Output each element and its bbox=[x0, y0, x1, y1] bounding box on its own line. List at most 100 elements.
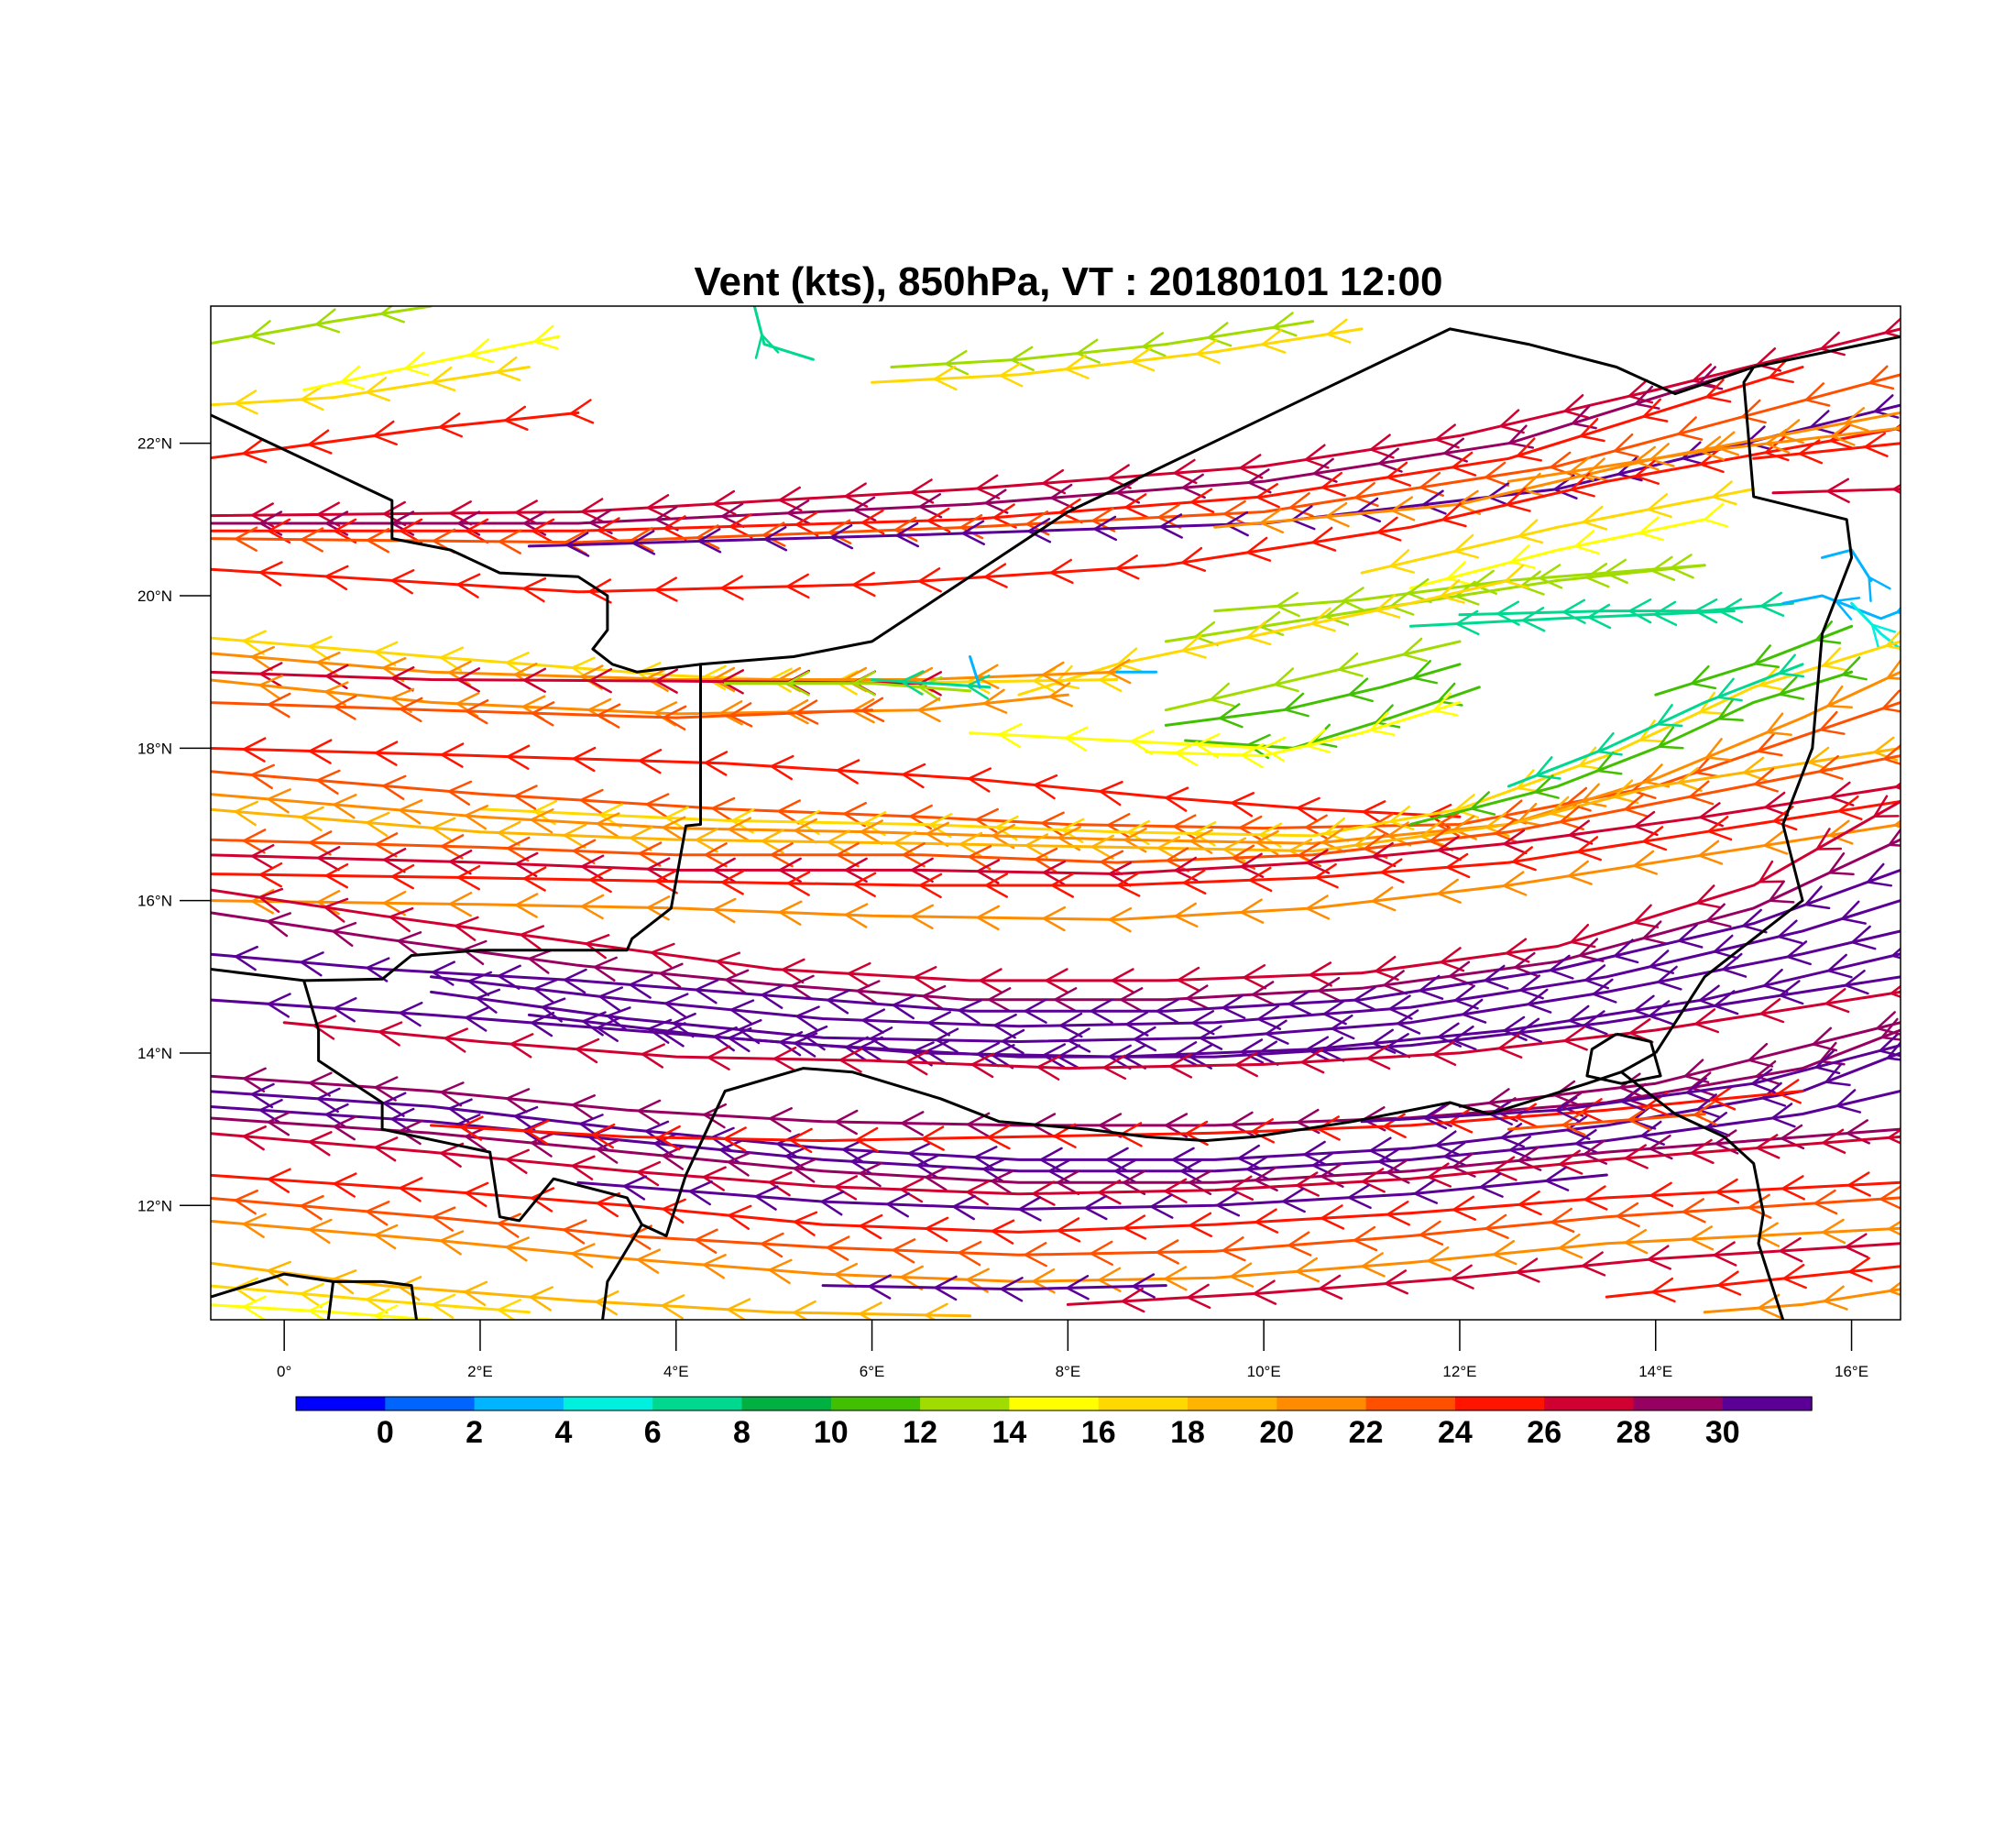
wind-barb bbox=[778, 486, 801, 501]
lon-tick-label: 0° bbox=[277, 1363, 291, 1380]
wind-barb bbox=[1296, 796, 1320, 809]
wind-barb bbox=[1076, 352, 1101, 364]
wind-barb bbox=[571, 1243, 596, 1255]
wind-barb bbox=[1166, 847, 1189, 862]
wind-barb bbox=[333, 518, 357, 532]
wind-barb bbox=[596, 1016, 620, 1029]
wind-barb bbox=[1185, 1120, 1209, 1136]
wind-barb bbox=[654, 679, 678, 694]
wind-barb bbox=[1722, 968, 1748, 978]
wind-barb bbox=[925, 1049, 948, 1066]
wind-barb bbox=[1287, 1231, 1310, 1247]
wind-barb bbox=[1239, 454, 1262, 469]
wind-barb bbox=[258, 895, 280, 914]
wind-barb bbox=[1179, 1169, 1204, 1184]
wind-barb bbox=[1649, 1194, 1674, 1207]
wind-barb bbox=[1777, 1092, 1802, 1104]
wind-barb bbox=[1888, 843, 1901, 847]
streamline bbox=[211, 306, 433, 346]
wind-barb bbox=[399, 1177, 423, 1190]
wind-barb bbox=[1583, 1139, 1605, 1156]
streamline bbox=[1066, 1242, 1901, 1306]
wind-barb bbox=[1032, 679, 1057, 694]
wind-barb bbox=[1826, 477, 1850, 493]
wind-barb bbox=[531, 701, 555, 715]
lon-tick-label: 2°E bbox=[467, 1363, 493, 1380]
wind-barb bbox=[1130, 740, 1154, 755]
wind-barb bbox=[1230, 1175, 1253, 1191]
wind-barb bbox=[707, 1056, 730, 1070]
wind-barb bbox=[1886, 1057, 1901, 1061]
wind-barb bbox=[1497, 1033, 1520, 1050]
wind-barb bbox=[323, 897, 349, 909]
wind-barb bbox=[1065, 368, 1090, 379]
wind-barb bbox=[1750, 1082, 1776, 1093]
wind-barb bbox=[1682, 1198, 1704, 1213]
wind-barb bbox=[1846, 1171, 1870, 1187]
wind-barb bbox=[505, 1148, 530, 1161]
wind-barb bbox=[431, 380, 456, 392]
wind-barb bbox=[1703, 502, 1725, 521]
wind-barb bbox=[1888, 828, 1901, 847]
wind-barb bbox=[1042, 916, 1066, 932]
wind-barb bbox=[913, 966, 937, 979]
wind-barb bbox=[1254, 1179, 1278, 1192]
wind-barb bbox=[1108, 1044, 1132, 1059]
wind-barb bbox=[892, 1004, 915, 1020]
wind-barb bbox=[1766, 730, 1792, 736]
wind-barb bbox=[778, 900, 803, 914]
wind-barb bbox=[497, 1222, 520, 1238]
wind-barb bbox=[333, 1125, 356, 1141]
wind-barb bbox=[1658, 726, 1675, 748]
wind-barb bbox=[1386, 1213, 1410, 1226]
wind-stream bbox=[211, 1125, 1901, 1206]
wind-barb bbox=[851, 709, 875, 724]
wind-barb bbox=[958, 1240, 982, 1255]
wind-barb bbox=[1024, 998, 1047, 1013]
wind-streamlines bbox=[211, 306, 1901, 1320]
wind-barb bbox=[1759, 684, 1785, 691]
wind-barb bbox=[1703, 518, 1729, 528]
streamline bbox=[1507, 1113, 1706, 1131]
wind-barb bbox=[1427, 1176, 1452, 1188]
wind-barb bbox=[1361, 1168, 1385, 1183]
wind-barb bbox=[1691, 682, 1717, 690]
wind-barb bbox=[659, 971, 682, 988]
wind-barb bbox=[1770, 1103, 1793, 1120]
wind-barb bbox=[1322, 999, 1345, 1015]
wind-barb bbox=[966, 1268, 990, 1281]
wind-barb bbox=[1116, 647, 1138, 665]
wind-barb bbox=[1317, 976, 1341, 993]
wind-barb bbox=[1772, 819, 1798, 831]
wind-barb bbox=[234, 1277, 258, 1290]
wind-barb bbox=[952, 1205, 975, 1221]
wind-barb bbox=[250, 763, 275, 776]
wind-barb bbox=[467, 980, 490, 996]
wind-barb bbox=[1407, 577, 1430, 595]
wind-barb bbox=[1245, 1168, 1270, 1181]
wind-barb bbox=[1759, 605, 1785, 617]
wind-barb bbox=[588, 509, 612, 524]
wind-barb bbox=[1517, 519, 1539, 538]
wind-barb bbox=[397, 939, 419, 957]
wind-barb bbox=[1642, 937, 1669, 945]
wind-barb bbox=[1156, 1009, 1179, 1024]
wind-barb bbox=[975, 807, 999, 821]
wind-barb bbox=[1642, 398, 1662, 418]
wind-barb bbox=[1844, 983, 1869, 995]
wind-barb bbox=[1150, 1205, 1174, 1219]
wind-barb bbox=[1520, 488, 1547, 498]
streamline bbox=[211, 1219, 1901, 1283]
wind-barb bbox=[242, 1223, 265, 1238]
wind-barb bbox=[1873, 736, 1895, 753]
wind-barb bbox=[712, 908, 736, 924]
wind-barb bbox=[646, 494, 670, 510]
wind-barb bbox=[1222, 848, 1246, 862]
wind-barb bbox=[1831, 434, 1856, 446]
wind-barb bbox=[1462, 1013, 1487, 1024]
wind-barb bbox=[1247, 468, 1270, 484]
wind-barb bbox=[1440, 947, 1462, 964]
wind-barb bbox=[234, 945, 258, 958]
wind-barb bbox=[1126, 819, 1151, 834]
wind-barb bbox=[1844, 970, 1866, 987]
